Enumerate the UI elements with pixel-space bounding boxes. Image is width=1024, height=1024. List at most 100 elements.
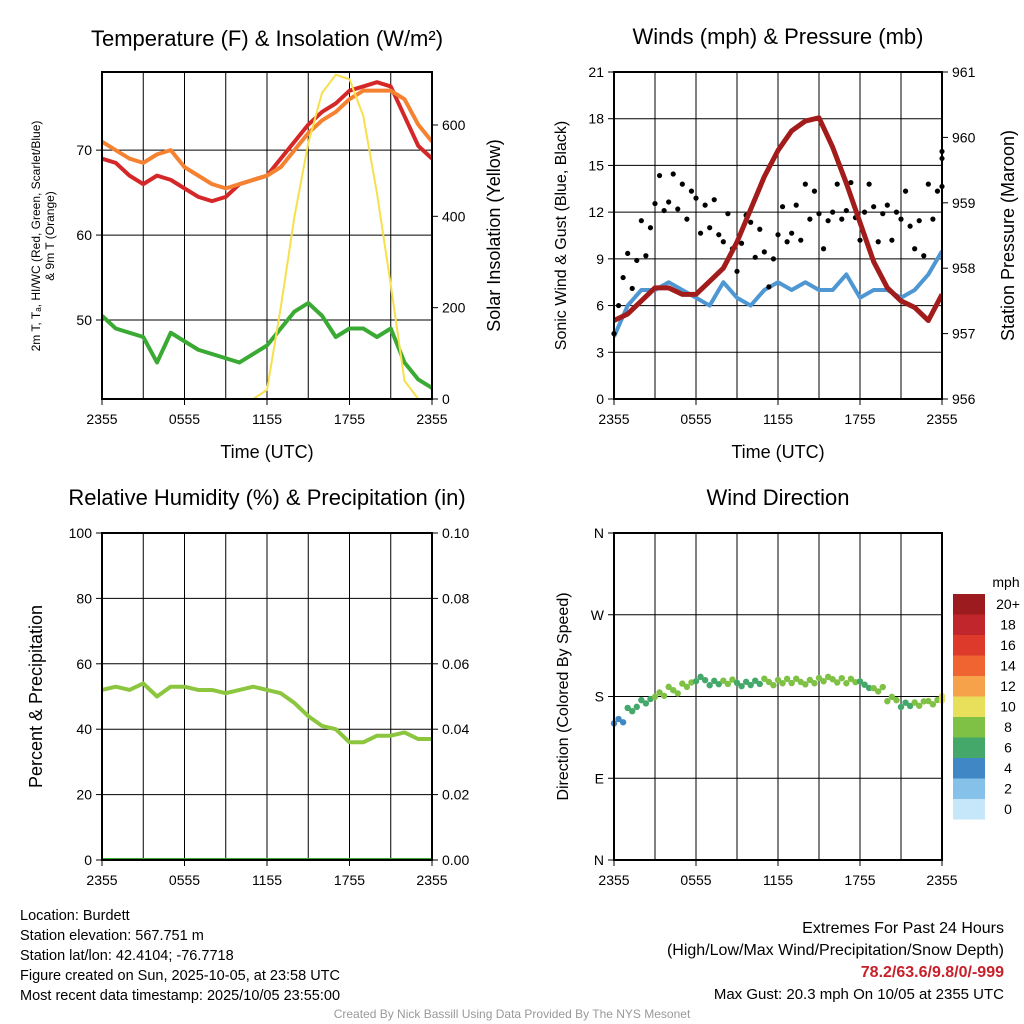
extremes-subtitle: (High/Low/Max Wind/Precipitation/Snow De… bbox=[666, 942, 1004, 959]
wind-direction-point bbox=[624, 704, 631, 712]
wind-direction-point bbox=[633, 703, 640, 711]
wind-direction-point bbox=[615, 715, 622, 723]
gust-point bbox=[902, 188, 909, 194]
gust-point bbox=[843, 207, 849, 214]
gust-point bbox=[656, 172, 663, 179]
panel-title: Relative Humidity (%) & Precipitation (i… bbox=[68, 485, 465, 510]
gust-point bbox=[857, 237, 863, 243]
colorbar-label: 0 bbox=[1004, 801, 1012, 817]
colorbar-label: 14 bbox=[1000, 658, 1016, 674]
wind-direction-point bbox=[783, 675, 791, 683]
x-tick-label: 2355 bbox=[598, 872, 629, 888]
gust-point bbox=[716, 232, 722, 238]
footer-info: Location: Burdett Station elevation: 567… bbox=[20, 906, 340, 1006]
y-tick-label: 18 bbox=[588, 111, 604, 127]
y-tick-label: 15 bbox=[588, 157, 604, 173]
gust-point bbox=[779, 204, 786, 210]
x-axis-label: Time (UTC) bbox=[731, 442, 824, 462]
wind-direction-point bbox=[911, 699, 918, 706]
wind-direction-point bbox=[651, 693, 659, 701]
gust-point bbox=[752, 254, 758, 260]
wind-direction-point bbox=[925, 697, 932, 705]
colorbar-box bbox=[953, 594, 985, 615]
colorbar-label: 16 bbox=[1000, 637, 1016, 653]
panel-title: Winds (mph) & Pressure (mb) bbox=[633, 24, 924, 49]
x-tick-label: 2355 bbox=[926, 872, 957, 888]
y-tick-label: 60 bbox=[76, 656, 92, 672]
gust-point bbox=[884, 202, 890, 208]
y-axis-label: & 9m T (Orange) bbox=[43, 191, 57, 281]
x-tick-label: 0555 bbox=[169, 872, 200, 888]
wind-direction-point bbox=[893, 696, 900, 704]
y2-tick-label: 0.02 bbox=[442, 787, 469, 803]
colorbar-label: 20+ bbox=[996, 596, 1020, 612]
gust-point bbox=[625, 250, 631, 257]
x-tick-label: 1755 bbox=[844, 411, 875, 427]
gust-point bbox=[866, 181, 872, 187]
gust-point bbox=[643, 253, 649, 259]
wind-direction-point bbox=[756, 680, 763, 688]
wind-direction-point bbox=[916, 702, 923, 709]
colorbar-box bbox=[953, 655, 985, 676]
y2-tick-label: 0.04 bbox=[442, 721, 469, 737]
y2-tick-label: 200 bbox=[442, 300, 466, 316]
wind-direction-point bbox=[902, 699, 909, 706]
wind-direction-point bbox=[642, 700, 650, 707]
x-tick-label: 1755 bbox=[844, 872, 875, 888]
wind-direction-point bbox=[638, 696, 645, 704]
solar-insolation-line bbox=[102, 73, 432, 399]
colorbar-box bbox=[953, 737, 985, 758]
gust-point bbox=[670, 171, 676, 177]
extremes-box: Extremes For Past 24 Hours (High/Low/Max… bbox=[667, 918, 1004, 1006]
x-tick-label: 2355 bbox=[598, 411, 629, 427]
wind-direction-point bbox=[879, 683, 886, 691]
colorbar-label: 18 bbox=[1000, 617, 1016, 633]
y-tick-label: 20 bbox=[76, 787, 92, 803]
plot-frame bbox=[101, 532, 433, 861]
wind-direction-point bbox=[843, 680, 850, 687]
wind-direction-point bbox=[888, 693, 896, 701]
gust-point bbox=[889, 237, 895, 243]
y-tick-label: S bbox=[595, 689, 604, 705]
gust-point bbox=[693, 195, 699, 201]
x-tick-label: 1155 bbox=[252, 872, 282, 888]
gust-point bbox=[748, 219, 754, 225]
wind-direction-point bbox=[870, 684, 877, 692]
gust-point bbox=[907, 223, 913, 229]
wind-direction-point bbox=[765, 678, 773, 686]
colorbar-label: 10 bbox=[1000, 699, 1016, 715]
location-text: Location: Burdett bbox=[20, 908, 130, 924]
colorbar-label: 8 bbox=[1004, 719, 1012, 735]
gust-point bbox=[647, 225, 654, 231]
gust-point bbox=[702, 202, 708, 208]
colorbar-box bbox=[953, 696, 985, 717]
gust-point bbox=[707, 225, 713, 231]
wind-direction-point bbox=[665, 683, 672, 691]
wind-direction-point bbox=[793, 675, 800, 682]
y-axis-label: 2m T, Tₐ, HI/WC (Red, Green, Scarlet/Blu… bbox=[29, 121, 43, 352]
wind-direction-point bbox=[906, 702, 914, 710]
gust-point bbox=[711, 197, 717, 203]
colorbar-label: 12 bbox=[1000, 678, 1016, 694]
gust-point bbox=[638, 218, 644, 224]
plot-frame bbox=[613, 71, 943, 400]
gust-point bbox=[738, 240, 745, 246]
gust-point bbox=[720, 239, 726, 245]
y-tick-label: 0 bbox=[84, 852, 92, 868]
y2-tick-label: 600 bbox=[442, 117, 466, 133]
gust-point bbox=[775, 232, 781, 238]
station-pressure-line bbox=[614, 115, 942, 324]
x-tick-label: 1155 bbox=[763, 872, 793, 888]
y-tick-label: 100 bbox=[69, 525, 93, 541]
created-text: Figure created on Sun, 2025-10-05, at 23… bbox=[20, 968, 340, 984]
y2-tick-label: 0.08 bbox=[442, 590, 469, 606]
x-tick-label: 1755 bbox=[334, 411, 365, 427]
y-tick-label: 9 bbox=[596, 251, 604, 267]
wind-direction-point bbox=[847, 675, 855, 683]
gust-point bbox=[825, 218, 831, 224]
y-tick-label: 50 bbox=[76, 312, 92, 328]
y-tick-label: 12 bbox=[588, 204, 604, 220]
gust-point bbox=[807, 216, 813, 222]
x-tick-label: 2355 bbox=[416, 872, 447, 888]
gust-point bbox=[898, 216, 904, 222]
